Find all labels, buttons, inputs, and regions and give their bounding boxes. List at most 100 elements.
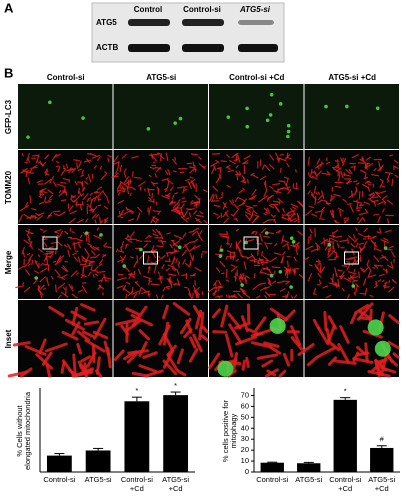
mito xyxy=(95,214,100,218)
mito xyxy=(290,244,297,248)
y-tick-label: 0 xyxy=(245,467,249,476)
mito xyxy=(180,216,188,223)
mito xyxy=(103,246,112,249)
puncta xyxy=(219,248,224,252)
y-tick-label: 40 xyxy=(241,423,249,432)
mito xyxy=(171,256,176,265)
mito xyxy=(343,277,352,283)
mito xyxy=(245,205,254,209)
mito xyxy=(339,209,342,217)
mito xyxy=(161,264,165,270)
mito xyxy=(382,208,385,213)
mito xyxy=(102,276,112,280)
puncta xyxy=(289,236,294,240)
mito xyxy=(255,231,258,236)
mito xyxy=(143,243,148,248)
mito xyxy=(232,251,236,261)
mito xyxy=(73,256,79,262)
mito xyxy=(138,364,158,373)
mito xyxy=(190,153,199,156)
mito xyxy=(119,181,122,185)
mito xyxy=(60,273,68,279)
mito xyxy=(42,161,47,166)
mito xyxy=(55,165,60,168)
mito xyxy=(386,173,391,181)
mito xyxy=(171,239,176,245)
mito xyxy=(80,355,92,363)
mito xyxy=(266,207,271,214)
mito xyxy=(121,255,126,264)
mito xyxy=(193,238,199,243)
mito xyxy=(188,347,199,363)
mito xyxy=(64,230,69,235)
mito xyxy=(321,172,329,175)
mito xyxy=(143,275,151,280)
mito xyxy=(36,153,40,162)
mito xyxy=(175,258,178,264)
mito xyxy=(98,263,103,267)
mito xyxy=(366,264,372,272)
mito xyxy=(166,192,171,196)
mito xyxy=(325,240,331,242)
puncta xyxy=(81,116,85,120)
mito xyxy=(265,211,269,214)
mito xyxy=(126,351,140,364)
mito xyxy=(179,317,192,335)
mito xyxy=(117,161,120,168)
mito xyxy=(353,292,356,296)
mito xyxy=(360,204,365,207)
mito xyxy=(293,294,298,299)
mito xyxy=(389,154,393,157)
mito xyxy=(77,219,84,224)
mito xyxy=(199,311,205,330)
mito xyxy=(81,330,95,338)
mito xyxy=(211,194,215,202)
mito xyxy=(185,178,191,182)
mito xyxy=(165,152,169,162)
mito xyxy=(193,290,200,299)
mito xyxy=(138,329,151,341)
mito xyxy=(286,267,289,273)
mito xyxy=(81,181,84,191)
mito xyxy=(352,357,374,364)
mito xyxy=(98,284,105,290)
mito xyxy=(368,198,376,204)
mito xyxy=(314,209,324,214)
mito xyxy=(270,194,274,198)
mito xyxy=(132,290,139,295)
mito xyxy=(152,229,156,234)
mito xyxy=(164,188,168,193)
mito xyxy=(332,245,336,253)
mito xyxy=(253,211,258,215)
mito xyxy=(172,209,181,215)
mito xyxy=(379,164,384,172)
mito xyxy=(310,249,315,253)
mito xyxy=(326,201,330,206)
bar xyxy=(297,463,321,472)
mito xyxy=(117,191,121,196)
inset-box xyxy=(243,236,259,250)
mito xyxy=(127,291,133,297)
mito xyxy=(307,156,310,166)
mito xyxy=(77,330,91,342)
mito xyxy=(60,181,67,184)
band xyxy=(238,44,278,52)
mito xyxy=(40,262,44,266)
mito xyxy=(319,263,322,273)
band xyxy=(128,44,170,52)
puncta xyxy=(374,340,391,357)
mito xyxy=(381,254,389,262)
mito xyxy=(245,275,250,279)
mito xyxy=(335,235,343,238)
mito xyxy=(141,290,151,295)
mito xyxy=(341,265,348,267)
mito xyxy=(61,330,79,341)
mito xyxy=(294,269,297,273)
mito xyxy=(337,269,343,272)
mito xyxy=(278,158,281,163)
mito xyxy=(76,272,79,276)
mito xyxy=(384,171,393,175)
mito xyxy=(320,266,326,274)
mito xyxy=(245,214,251,221)
mito xyxy=(82,267,85,271)
